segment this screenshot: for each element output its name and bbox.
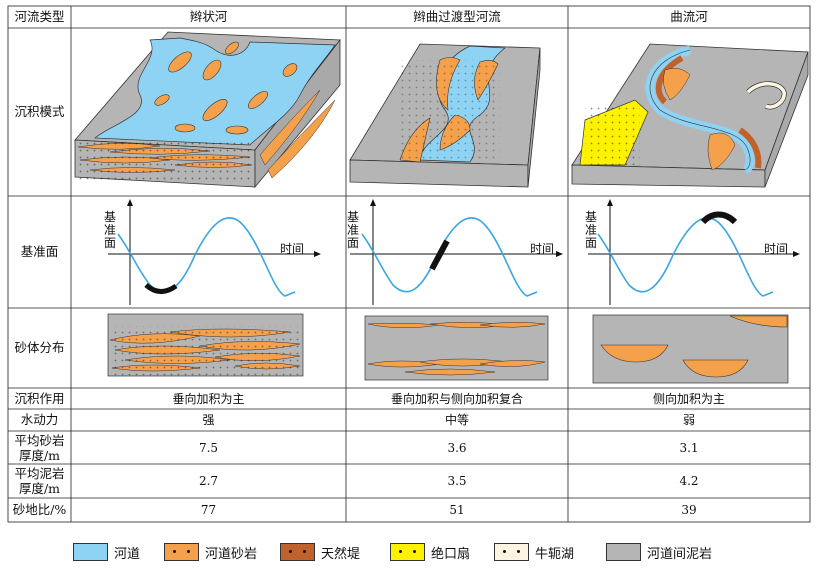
sand-thickness-transitional: 3.6 [447, 440, 467, 455]
row-label-sand-ratio: 砂地比/% [12, 502, 67, 517]
axis-xlabel-transitional: 时间 [530, 242, 555, 256]
axis-xlabel-meandering: 时间 [764, 242, 789, 256]
interchannel-mudstone-swatch [606, 543, 641, 561]
legend-item-channel: 河道 [73, 540, 140, 564]
legend: 河道 河道砂岩 天然堤 绝口扇 牛轭湖 河道间泥岩 [0, 540, 817, 566]
legend-item-channel-sandstone: 河道砂岩 [164, 540, 257, 564]
sand-thickness-meandering: 3.1 [679, 440, 699, 455]
deposition-meandering: 侧向加积为主 [652, 391, 725, 406]
baselevel-chart-meandering [588, 199, 800, 305]
legend-item-levee: 天然堤 [280, 540, 360, 564]
crevasse-splay-swatch [390, 543, 425, 561]
row-label-sand-distribution: 砂体分布 [14, 340, 65, 355]
axis-ylabel-braided: 基准面 [104, 210, 117, 250]
row-label-hydrodynamics: 水动力 [20, 412, 59, 427]
legend-label: 天然堤 [321, 546, 361, 562]
sand-thickness-braided: 7.5 [198, 440, 219, 455]
hydro-meandering: 弱 [682, 413, 695, 427]
levee-swatch [280, 543, 315, 561]
sand-distribution-braided [107, 313, 304, 377]
row-label-deposition: 沉积作用 [14, 390, 65, 406]
sand-ratio-meandering: 39 [681, 503, 697, 517]
mud-thickness-braided: 2.7 [198, 474, 219, 488]
row-label-baselevel: 基准面 [20, 244, 59, 259]
hydro-braided: 强 [202, 413, 215, 427]
legend-item-oxbow-lake: 牛轭湖 [494, 540, 574, 564]
header-transitional: 辫曲过渡型河流 [413, 9, 501, 24]
legend-label: 牛轭湖 [535, 546, 575, 562]
transitional-model-diagram [349, 43, 541, 188]
channel-swatch [73, 543, 108, 561]
mud-thickness-meandering: 4.2 [679, 474, 699, 488]
legend-label: 绝口扇 [431, 546, 471, 562]
sand-distribution-transitional [364, 315, 549, 381]
sand-ratio-braided: 77 [200, 503, 217, 517]
deposition-braided: 垂向加积为主 [172, 391, 245, 406]
mud-thickness-transitional: 3.5 [447, 474, 467, 488]
baselevel-chart-braided [108, 199, 321, 305]
sand-distribution-meandering [592, 314, 789, 384]
sand-ratio-transitional: 51 [449, 503, 465, 517]
row-label-mud-thickness: 平均泥岩厚度/m [14, 466, 65, 496]
channel-sandstone-swatch [164, 543, 199, 561]
axis-ylabel-meandering: 基准面 [585, 210, 598, 250]
header-meandering: 曲流河 [670, 9, 708, 24]
axis-ylabel-transitional: 基准面 [347, 210, 360, 250]
legend-label: 河道砂岩 [205, 546, 258, 562]
legend-item-interchannel-mudstone: 河道间泥岩 [606, 540, 712, 564]
row-label-sand-thickness: 平均砂岩厚度/m [14, 432, 65, 463]
braided-model-diagram [74, 31, 341, 189]
legend-item-crevasse-splay: 绝口扇 [390, 540, 470, 564]
meandering-model-diagram [571, 43, 809, 188]
deposition-transitional: 垂向加积与侧向加积复合 [390, 391, 523, 406]
baselevel-chart-transitional [350, 199, 563, 305]
legend-label: 河道间泥岩 [647, 546, 713, 562]
oxbow-lake-swatch [494, 543, 529, 561]
comparison-table [7, 5, 811, 523]
table-grid [7, 5, 811, 523]
legend-label: 河道 [114, 546, 141, 562]
axis-xlabel-braided: 时间 [280, 242, 305, 256]
row-label-model: 沉积模式 [14, 104, 65, 119]
header-braided: 辫状河 [189, 9, 228, 24]
hydro-transitional: 中等 [444, 413, 469, 427]
header-type: 河流类型 [14, 9, 65, 24]
baselevel-charts [108, 199, 800, 305]
